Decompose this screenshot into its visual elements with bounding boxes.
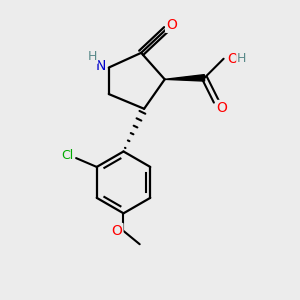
Text: O: O — [228, 52, 238, 66]
Text: O: O — [216, 101, 227, 115]
Text: H: H — [237, 52, 247, 65]
Text: O: O — [112, 224, 122, 238]
Text: Cl: Cl — [61, 149, 74, 162]
Polygon shape — [165, 75, 205, 81]
Text: N: N — [95, 59, 106, 73]
Text: H: H — [88, 50, 97, 63]
Text: O: O — [166, 18, 177, 32]
